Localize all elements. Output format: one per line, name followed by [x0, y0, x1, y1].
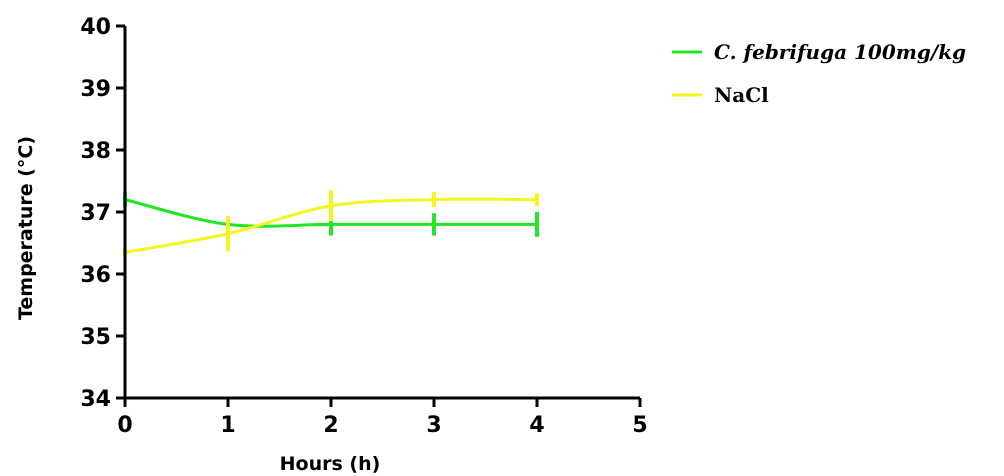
- y-tick-label: 35: [80, 325, 111, 350]
- y-tick-label: 40: [80, 15, 111, 40]
- x-axis-label: Hours (h): [280, 453, 381, 475]
- data-point: [329, 222, 333, 226]
- plot-lines: [123, 190, 539, 257]
- x-tick-label: 1: [220, 413, 235, 438]
- data-point: [329, 204, 333, 208]
- x-axis: 0 1 2 3 4 5: [117, 396, 648, 438]
- x-tick-label: 2: [323, 413, 338, 438]
- y-tick-label: 39: [80, 77, 111, 102]
- x-tick-label: 5: [632, 413, 647, 438]
- data-point: [432, 198, 436, 202]
- y-axis-label: Temperature (°C): [15, 136, 37, 320]
- y-tick-label: 36: [80, 263, 111, 288]
- x-tick-label: 4: [529, 413, 544, 438]
- data-point: [535, 198, 539, 202]
- legend-label-0: C. febrifuga 100mg/kg: [714, 40, 966, 64]
- data-point: [432, 222, 436, 226]
- legend: C. febrifuga 100mg/kg NaCl: [672, 40, 966, 107]
- data-point: [226, 232, 230, 236]
- x-tick-label: 3: [426, 413, 441, 438]
- x-tick-label: 0: [117, 413, 132, 438]
- y-tick-label: 37: [80, 201, 111, 226]
- data-point: [535, 222, 539, 226]
- y-tick-label: 34: [80, 387, 111, 412]
- y-axis: 34 35 36 37 38 39 40: [80, 15, 127, 412]
- legend-label-1: NaCl: [714, 83, 769, 107]
- y-tick-label: 38: [80, 139, 111, 164]
